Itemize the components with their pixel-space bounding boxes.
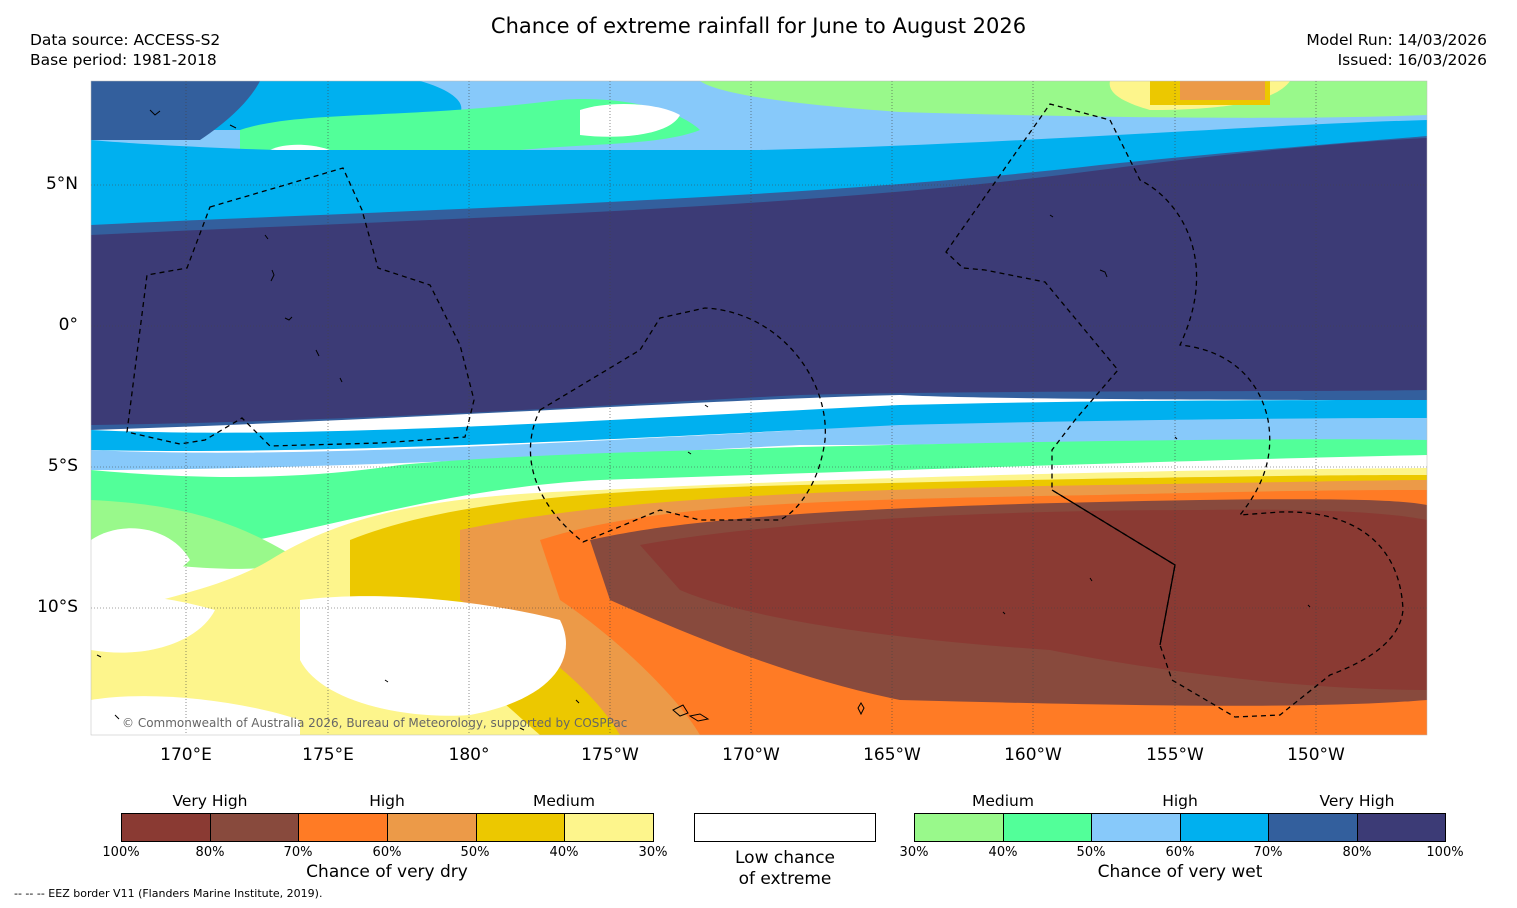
dry-tick: 30% (638, 845, 668, 860)
dry-swatch (564, 814, 654, 841)
lat-label-5s: 5°S (47, 456, 78, 476)
wet-category-very-high: Very High (1319, 792, 1395, 810)
lon-label-160w: 160°W (1004, 745, 1062, 765)
wet-tick: 100% (1426, 845, 1464, 860)
low-chance-line1: Low chance (735, 848, 835, 868)
dry-swatch (475, 814, 565, 841)
wet-swatch (1091, 814, 1180, 841)
issued-date: Issued: 16/03/2026 (1337, 51, 1487, 69)
wet-swatch (1268, 814, 1357, 841)
eez-footnote: -- -- -- EEZ border V11 (Flanders Marine… (14, 887, 323, 900)
wet-swatch (1002, 814, 1091, 841)
eez-borders (126, 103, 1404, 718)
lat-label-0: 0° (58, 315, 78, 335)
lon-label-165w: 165°W (863, 745, 921, 765)
base-period: Base period: 1981-2018 (30, 51, 217, 69)
wet-color-bar (914, 813, 1446, 842)
dry-swatch (387, 814, 476, 841)
low-chance-line2: of extreme (738, 869, 832, 889)
dry-swatch (298, 814, 388, 841)
lat-label-10s: 10°S (37, 597, 78, 617)
map-field (91, 81, 1427, 735)
model-run-info: Model Run: 14/03/2026 Issued: 16/03/2026 (1306, 30, 1487, 70)
dry-swatch (122, 814, 210, 841)
dry-category-very-high: Very High (172, 792, 248, 810)
dry-tick: 70% (283, 845, 313, 860)
dry-tick: 100% (102, 845, 140, 860)
dry-color-bar (121, 813, 654, 842)
wet-tick: 40% (988, 845, 1018, 860)
lon-label-150w: 150°W (1287, 745, 1345, 765)
wet-category-medium: Medium (972, 792, 1034, 810)
dry-tick: 40% (549, 845, 579, 860)
dry-tick: 50% (460, 845, 490, 860)
dry-tick: 80% (195, 845, 225, 860)
low-chance-swatch (694, 813, 876, 842)
wet-swatch (1179, 814, 1268, 841)
lon-label-175e: 175°E (302, 745, 354, 765)
wet-tick: 50% (1076, 845, 1106, 860)
dry-category-medium: Medium (533, 792, 595, 810)
data-source-info: Data source: ACCESS-S2 Base period: 1981… (30, 30, 220, 70)
dry-swatch (209, 814, 299, 841)
wet-tick: 80% (1342, 845, 1372, 860)
wet-swatch (1356, 814, 1445, 841)
lon-label-180: 180° (448, 745, 490, 765)
model-run-date: Model Run: 14/03/2026 (1306, 31, 1487, 49)
wet-tick: 60% (1165, 845, 1195, 860)
data-source: Data source: ACCESS-S2 (30, 31, 221, 49)
islands (96, 109, 1311, 731)
wet-legend-caption: Chance of very wet (1097, 862, 1263, 882)
lat-label-5n: 5°N (45, 174, 78, 194)
wet-tick: 30% (899, 845, 929, 860)
lon-label-175w: 175°W (581, 745, 639, 765)
low-chance-caption: Low chance of extreme (685, 848, 885, 890)
dry-tick: 60% (372, 845, 402, 860)
lon-label-170e: 170°E (160, 745, 212, 765)
lon-label-170w: 170°W (722, 745, 780, 765)
map-title: Chance of extreme rainfall for June to A… (490, 14, 1027, 38)
copyright-notice: © Commonwealth of Australia 2026, Bureau… (122, 716, 628, 730)
dry-category-high: High (369, 792, 405, 810)
dry-legend-caption: Chance of very dry (306, 862, 468, 882)
wet-swatch (915, 814, 1003, 841)
wet-category-high: High (1162, 792, 1198, 810)
wet-tick: 70% (1253, 845, 1283, 860)
lon-label-155w: 155°W (1146, 745, 1204, 765)
